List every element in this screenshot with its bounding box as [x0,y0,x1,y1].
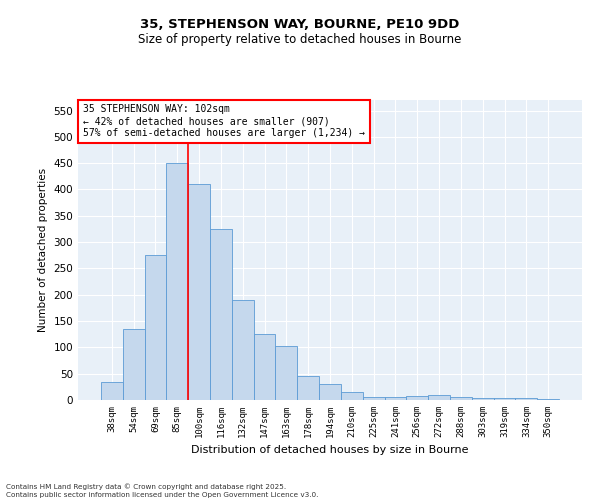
Bar [188,184,210,400]
Bar [166,163,188,400]
Y-axis label: Number of detached properties: Number of detached properties [38,168,48,332]
Bar [363,398,385,400]
Bar [537,399,559,400]
Bar [450,398,472,400]
Bar [406,396,428,400]
Bar [145,256,166,400]
Bar [319,384,341,400]
Bar [101,382,123,400]
Text: 35 STEPHENSON WAY: 102sqm
← 42% of detached houses are smaller (907)
57% of semi: 35 STEPHENSON WAY: 102sqm ← 42% of detac… [83,104,365,138]
Bar [123,329,145,400]
Bar [297,376,319,400]
Bar [385,398,406,400]
Bar [472,398,494,400]
Bar [515,398,537,400]
Bar [232,300,254,400]
Bar [428,394,450,400]
Bar [341,392,363,400]
Bar [494,398,515,400]
Bar [254,334,275,400]
Text: 35, STEPHENSON WAY, BOURNE, PE10 9DD: 35, STEPHENSON WAY, BOURNE, PE10 9DD [140,18,460,30]
Bar [210,229,232,400]
Text: Contains HM Land Registry data © Crown copyright and database right 2025.
Contai: Contains HM Land Registry data © Crown c… [6,484,319,498]
Bar [275,346,297,400]
X-axis label: Distribution of detached houses by size in Bourne: Distribution of detached houses by size … [191,446,469,456]
Text: Size of property relative to detached houses in Bourne: Size of property relative to detached ho… [139,32,461,46]
